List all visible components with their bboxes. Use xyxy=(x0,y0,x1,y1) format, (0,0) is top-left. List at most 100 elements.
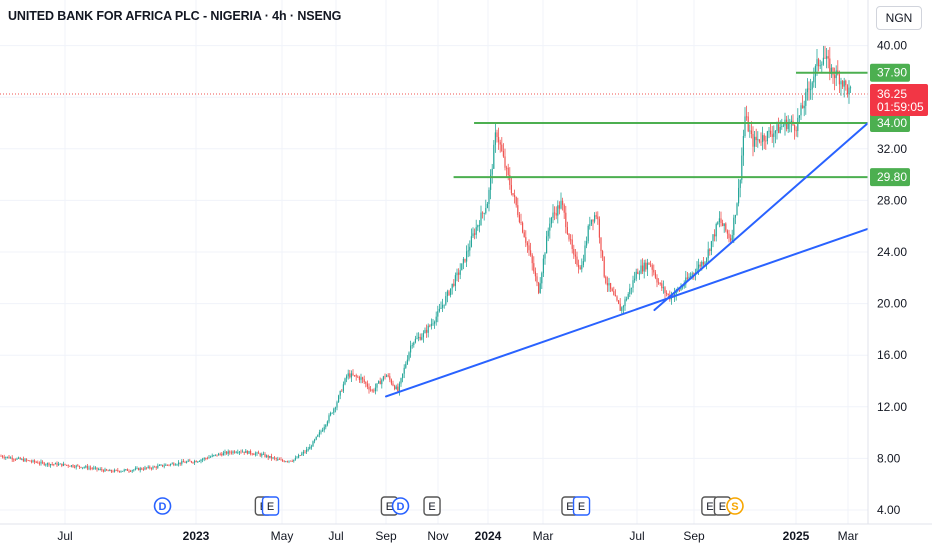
candle-body xyxy=(190,461,192,463)
candle-body xyxy=(704,262,706,265)
event-letter: S xyxy=(731,501,738,513)
candle-body xyxy=(325,424,327,428)
candle-body xyxy=(226,451,228,454)
candle-body xyxy=(326,421,328,425)
candle-body xyxy=(253,454,255,456)
candle-body xyxy=(774,130,776,134)
candle-body xyxy=(262,453,264,455)
candle-body xyxy=(597,216,599,220)
candle-body xyxy=(763,135,765,141)
candle-body xyxy=(349,373,351,378)
candle-body xyxy=(658,282,660,284)
candle-body xyxy=(738,187,740,204)
candle-body xyxy=(67,465,69,466)
candle-body xyxy=(102,470,104,472)
candle-body xyxy=(454,275,456,286)
candle-body xyxy=(18,457,20,459)
y-tick-label: 8.00 xyxy=(877,451,901,465)
candle-body xyxy=(314,439,316,442)
candle-body xyxy=(576,256,578,265)
y-tick-label: 4.00 xyxy=(877,503,901,517)
candle-body xyxy=(75,465,77,468)
x-tick-label: Nov xyxy=(427,529,448,543)
candle-body xyxy=(746,116,748,118)
candle-body xyxy=(571,239,573,249)
candle-body xyxy=(781,126,783,128)
candle-body xyxy=(848,87,850,95)
candle-body xyxy=(94,467,96,469)
candle-body xyxy=(450,288,452,295)
candle-body xyxy=(622,306,624,308)
candle-body xyxy=(526,242,528,246)
currency-selector[interactable]: NGN xyxy=(876,6,922,30)
candle-body xyxy=(96,467,98,470)
candle-body xyxy=(717,222,719,225)
candle-body xyxy=(581,264,583,270)
candle-body xyxy=(8,456,10,459)
candle-body xyxy=(142,469,144,471)
candle-body xyxy=(46,463,48,465)
candle-body xyxy=(458,272,460,275)
candle-body xyxy=(720,218,722,224)
candle-body xyxy=(634,278,636,281)
candle-body xyxy=(136,468,138,469)
candle-body xyxy=(395,386,397,390)
candle-body xyxy=(667,293,669,296)
candle-body xyxy=(549,223,551,231)
candle-body xyxy=(82,467,84,469)
candle-body xyxy=(198,461,200,462)
candle-body xyxy=(656,277,658,283)
candle-body xyxy=(78,465,80,467)
candle-body xyxy=(666,292,668,294)
candle-body xyxy=(464,258,466,262)
candle-body xyxy=(690,276,692,277)
candle-body xyxy=(496,132,498,138)
candle-body xyxy=(698,264,700,269)
candle-body xyxy=(227,451,229,454)
y-tick-label: 28.00 xyxy=(877,193,907,207)
candle-body xyxy=(653,269,655,273)
candle-body xyxy=(363,379,365,383)
candle-body xyxy=(208,457,210,459)
candle-body xyxy=(62,463,64,466)
candle-body xyxy=(150,468,152,469)
candle-body xyxy=(40,461,42,464)
candle-body xyxy=(802,105,804,109)
candle-body xyxy=(258,452,260,454)
candle-body xyxy=(26,459,28,461)
candle-body xyxy=(291,461,293,462)
candle-body xyxy=(714,234,716,237)
y-tick-label: 32.00 xyxy=(877,142,907,156)
candle-body xyxy=(706,258,708,263)
candle-body xyxy=(765,140,767,142)
candle-body xyxy=(219,453,221,455)
candle-body xyxy=(16,458,18,460)
candle-body xyxy=(832,67,834,76)
candle-body xyxy=(517,205,519,215)
candle-body xyxy=(603,256,605,277)
candle-body xyxy=(621,307,623,311)
candle-body xyxy=(547,230,549,237)
candle-body xyxy=(302,451,304,454)
candle-body xyxy=(840,81,842,85)
x-tick-label: Jul xyxy=(57,529,72,543)
candle-body xyxy=(490,174,492,190)
candle-body xyxy=(10,457,12,459)
candle-body xyxy=(845,80,847,86)
event-letter: D xyxy=(159,501,167,513)
candle-body xyxy=(224,451,226,453)
candle-body xyxy=(430,323,432,326)
price-axis-background xyxy=(868,0,932,550)
candle-body xyxy=(339,390,341,396)
candle-body xyxy=(813,76,815,83)
candle-body xyxy=(101,469,103,471)
candle-body xyxy=(426,329,428,333)
candle-body xyxy=(819,65,821,67)
event-letter: E xyxy=(566,501,573,513)
candle-body xyxy=(699,264,701,267)
candle-body xyxy=(614,294,616,297)
candle-body xyxy=(546,236,548,254)
candle-body xyxy=(381,379,383,385)
candle-body xyxy=(826,56,828,59)
